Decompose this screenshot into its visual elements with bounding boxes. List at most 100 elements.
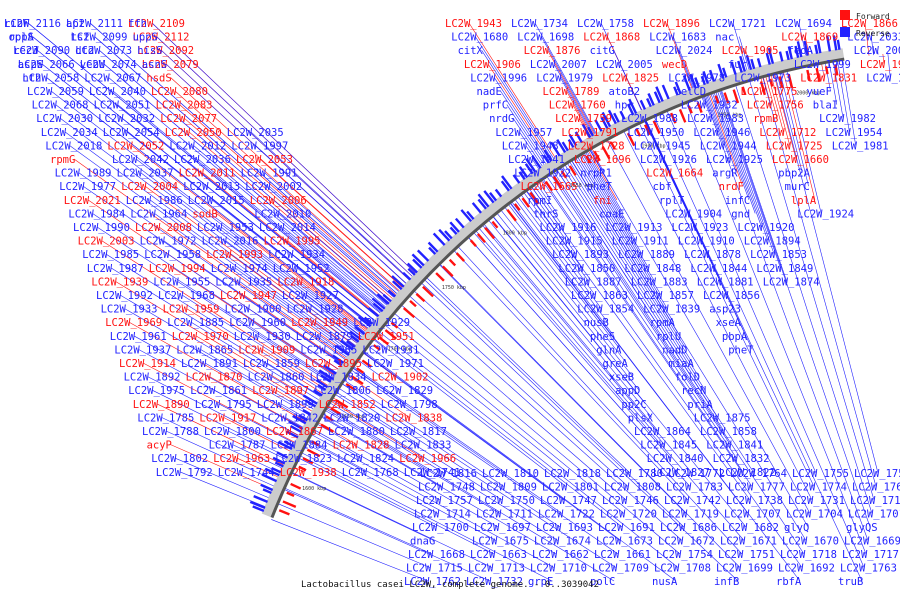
forward-feature — [402, 307, 416, 319]
forward-feature — [806, 69, 811, 82]
reverse-feature — [756, 58, 762, 68]
connector-line — [346, 375, 410, 418]
gene-label: LC2W_1822 — [719, 467, 776, 479]
gene-label: dnaG — [410, 536, 435, 548]
gene-label: LC2W_1924 — [797, 208, 854, 220]
reverse-feature — [494, 188, 503, 198]
reverse-feature — [501, 175, 513, 190]
connector-line — [749, 80, 875, 501]
gene-label: LC2W_1973 — [734, 72, 791, 84]
gene-label: LC2W_1732 — [466, 576, 523, 588]
gene-label: LC2W_1959 — [163, 304, 220, 316]
gene-label: LC2W_1883 — [631, 276, 688, 288]
reverse-feature — [778, 51, 784, 62]
gene-label: oppA — [9, 32, 35, 44]
gene-label: LC2W_1970 — [172, 331, 229, 343]
connector-line — [197, 158, 391, 319]
gene-label: hisS — [137, 45, 162, 57]
reverse-feature — [372, 302, 384, 313]
gene-label: LC2W_2032 — [98, 113, 155, 125]
reverse-feature — [438, 228, 451, 242]
gene-label: rplT — [659, 195, 685, 207]
gene-label: LC2W_1672 — [658, 536, 715, 548]
reverse-feature — [289, 425, 302, 433]
connector-line — [509, 202, 749, 514]
connector-line — [538, 181, 552, 200]
connector-line — [266, 362, 331, 403]
tick-label: 1650 kbp — [341, 414, 365, 420]
gene-label: LC2W_1791 — [561, 127, 618, 139]
gene-label: LC2W_1756 — [747, 100, 804, 112]
gene-label: LC2W_1828 — [333, 440, 390, 452]
gene-label: LC2W_1748 — [418, 482, 475, 494]
forward-feature — [521, 197, 530, 208]
connector-line — [239, 281, 356, 364]
gene-label: aspS — [18, 59, 43, 71]
connector-line — [589, 149, 611, 187]
gene-label: LC2W_1693 — [536, 522, 593, 534]
gene-label: grpE — [528, 576, 553, 588]
reverse-feature — [512, 174, 521, 184]
gene-label: LC2W_1915 — [546, 236, 603, 248]
forward-feature — [585, 155, 592, 164]
connector-line — [161, 417, 290, 478]
gene-label: LC2W_1720 — [600, 509, 657, 521]
gene-label: LC2W_1909 — [238, 344, 295, 356]
gene-label: LC2W_1768 — [342, 467, 399, 479]
connector-line — [525, 190, 751, 501]
connector-line — [765, 75, 778, 119]
gene-label: LC2W_1691 — [598, 522, 655, 534]
connector-line — [156, 36, 421, 285]
gene-label: LC2W_1674 — [534, 536, 591, 548]
reverse-feature — [285, 430, 299, 439]
forward-feature — [415, 292, 426, 303]
gene-label: LC2W_2014 — [259, 222, 316, 234]
reverse-feature — [694, 77, 700, 88]
forward-feature — [687, 105, 693, 114]
connector-line — [507, 203, 621, 350]
reverse-feature — [298, 414, 308, 422]
connector-line — [832, 60, 844, 119]
reverse-feature — [427, 241, 439, 253]
gene-label: LC2W_1902 — [372, 372, 429, 384]
gene-label: rbfA — [776, 576, 802, 588]
connector-line — [473, 232, 671, 459]
gene-label: LC2W_2042 — [112, 154, 169, 166]
gene-label: LC2W_2008 — [135, 222, 192, 234]
connector-line — [301, 281, 375, 338]
gene-label: LC2W_1731 — [788, 495, 845, 507]
connector-line — [284, 487, 433, 555]
connector-line — [517, 196, 602, 309]
gene-label: fni — [593, 195, 612, 207]
reverse-feature — [785, 50, 790, 61]
connector-line — [307, 440, 366, 473]
reverse-feature — [574, 131, 583, 143]
connector-line — [547, 50, 600, 144]
gene-label: LC2W_1744 — [218, 467, 275, 479]
connector-line — [110, 267, 330, 403]
forward-feature — [435, 272, 445, 282]
forward-feature — [678, 108, 687, 123]
reverse-feature — [402, 271, 412, 281]
gene-label: LC2W_1890 — [133, 399, 190, 411]
gene-label: LC2W_1913 — [606, 222, 663, 234]
connector-line — [638, 123, 815, 487]
gene-label: LC2W_1818 — [544, 468, 601, 480]
connector-line — [160, 49, 418, 288]
connector-line — [384, 324, 569, 474]
gene-label: LC2W_1957 — [495, 127, 552, 139]
forward-feature — [815, 67, 821, 83]
gene-label: LC2W_1987 — [87, 263, 144, 275]
tick-label: 1750 kbp — [442, 285, 466, 291]
connector-line — [301, 452, 553, 582]
gene-label: nrdF — [719, 181, 744, 193]
connector-line — [277, 503, 431, 568]
reverse-feature — [568, 133, 578, 147]
connector-line — [175, 457, 279, 503]
gene-label: LC2W_1960 — [229, 317, 286, 329]
gene-label: LC2W_1809 — [480, 482, 537, 494]
connector-line — [46, 77, 377, 336]
gene-label: asnS — [142, 59, 167, 71]
reverse-feature — [653, 91, 661, 104]
reverse-feature — [272, 456, 286, 465]
